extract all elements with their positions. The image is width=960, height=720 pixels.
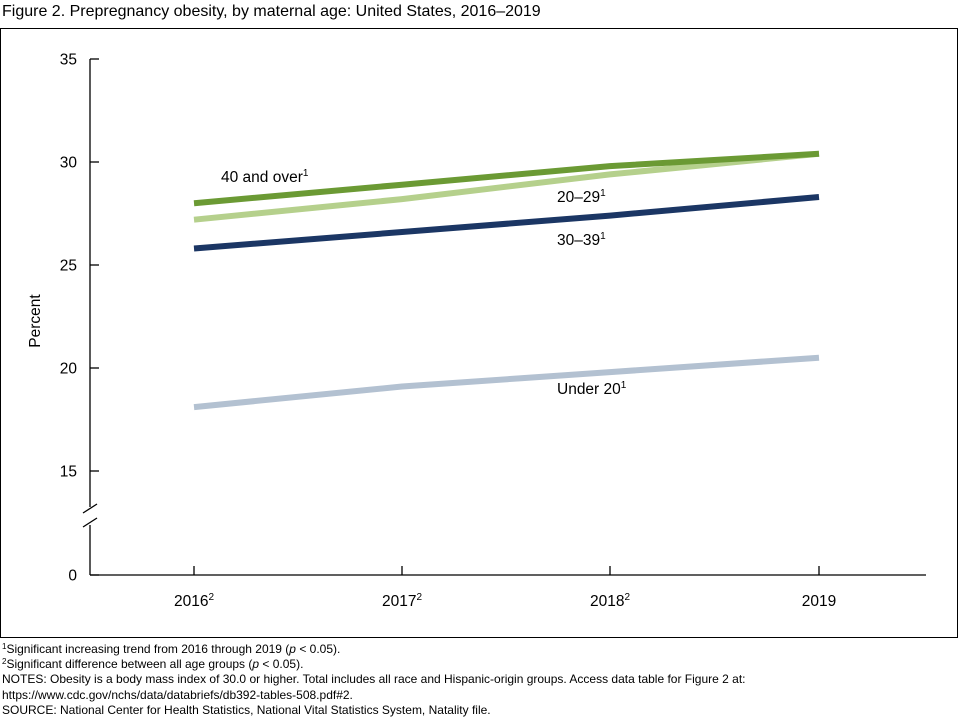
y-tick-label: 15 xyxy=(60,464,77,481)
y-axis-title: Percent xyxy=(27,294,44,348)
chart-frame: 0 15 20 25 30 35 Percent 20162 20172 20182 2019 Un… xyxy=(0,28,958,638)
x-tick-label: 2019 xyxy=(802,593,836,610)
series-line xyxy=(193,194,820,252)
series-label: 20–291 xyxy=(557,188,606,206)
footnote-difference: 2Significant difference between all age … xyxy=(2,657,304,672)
series-label: 40 and over1 xyxy=(221,168,309,186)
y-tick-label: 20 xyxy=(60,361,78,378)
figure-title: Figure 2. Prepregnancy obesity, by mater… xyxy=(2,3,541,20)
y-tick-label: 30 xyxy=(60,155,78,172)
series-labels: Under 201 20–291 30–391 40 and over1 xyxy=(221,168,627,398)
y-axis-break-mark xyxy=(82,517,98,528)
y-tick-label: 0 xyxy=(68,568,77,585)
y-axis-break-mark xyxy=(82,503,98,514)
series-label: 30–391 xyxy=(557,231,606,249)
y-tick-label: 25 xyxy=(60,258,77,275)
x-tick-label: 20182 xyxy=(590,592,630,610)
axes: 0 15 20 25 30 35 Percent 20162 20172 20182 2019 xyxy=(27,52,926,610)
line-chart: 0 15 20 25 30 35 Percent 20162 20172 20182 2019 Un… xyxy=(27,52,926,610)
notes-text: NOTES: Obesity is a body mass index of 3… xyxy=(2,672,746,687)
y-tick-label: 35 xyxy=(60,52,77,69)
series-label: Under 201 xyxy=(557,380,627,398)
x-tick-label: 20162 xyxy=(174,592,214,610)
footnotes: 1Significant increasing trend from 2016 … xyxy=(2,642,952,718)
notes-link-text: https://www.cdc.gov/nchs/data/databriefs… xyxy=(2,687,353,702)
source-text: SOURCE: National Center for Health Stati… xyxy=(2,702,491,717)
x-tick-label: 20172 xyxy=(382,592,422,610)
series-line xyxy=(193,150,820,207)
series-lines xyxy=(193,150,820,411)
footnote-trend: 1Significant increasing trend from 2016 … xyxy=(2,642,341,656)
series-line xyxy=(193,354,820,411)
series-line xyxy=(193,150,820,223)
